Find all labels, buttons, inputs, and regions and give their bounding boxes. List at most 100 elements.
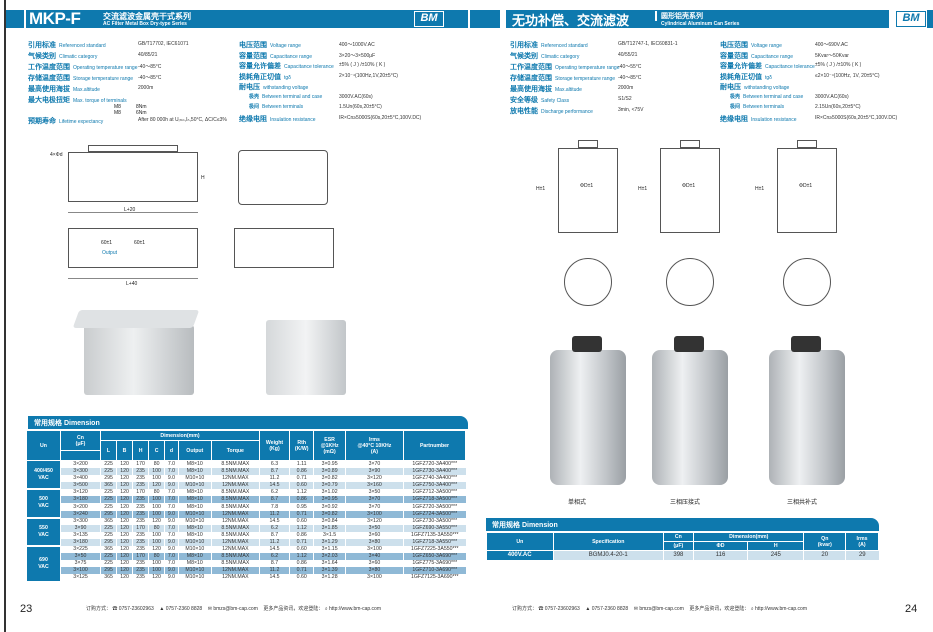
spec-item: 损耗角正切值 tgδ ≤2×10⁻⁴(100Hz, 1V, 20±5°C) (720, 72, 880, 81)
can-top-view (564, 258, 612, 306)
dim-label: H±1 (638, 186, 648, 192)
top-view-drawing (68, 228, 198, 268)
can-drawing (777, 148, 837, 233)
dim-label: H±1 (755, 186, 765, 192)
dim-label: H±1 (536, 186, 546, 192)
series-title-en: AC Filter Metal Box Dry-type Series (103, 21, 187, 27)
spec-item: 最高使用海拔 Max.altitude 2000m (28, 85, 154, 93)
table-row: 3×50 225 120 170 80 7.0 M8×10 8.5NM.MAX 6.2 1.12 3… (27, 553, 466, 561)
table-row: 3×180 295 120 235 100 9.0 M10×10 12NM.MAX 11.2 0.… (27, 538, 466, 547)
table-row: 690 VAC 3×225 365 120 235 120 9.0 M10×10 12NM.MAX… (26, 546, 466, 583)
product-label: 单相式 (568, 500, 587, 506)
can-drawing (660, 148, 720, 233)
spec-item: 绝缘电阻 Insulation resistance IR×Cn≥5000S(60s… (720, 114, 898, 123)
product-photo (84, 325, 194, 395)
output-label: Output (102, 250, 118, 256)
table-row: 3×75 225 120 235 100 7.0 M8×10 8.5NM.MAX 8.7 0.86… (27, 560, 466, 568)
dim-label: 60±1 (134, 240, 146, 246)
spec-item: 容量允许偏差 Capacitance tolerance ±5% ( J ) /±1… (239, 62, 386, 70)
spec-item: 预期寿命 Lifetime expectancy After 80 000h at … (28, 117, 227, 125)
dimension-section-title: 常用规格 Dimension (486, 518, 879, 531)
terminal-drawing (88, 145, 178, 152)
spec-item: 存储温度范围 Storage temperature range -40～85°C (510, 75, 642, 82)
spec-item: 放电性能 Discharge performance 3min, <75V (510, 107, 644, 115)
table-row: 500 VAC 3×120 225 120 170 80 7.0 M8×10 8.5NM.MAX 6… (26, 489, 466, 519)
spec-item: 工作温度范围 Operating temperature range -40～55°… (510, 64, 642, 71)
can-top-view (783, 258, 831, 306)
page-24: 无功补偿、交流滤波 圆形铝壳系列 Cylindrical Aluminum Ca… (470, 0, 933, 632)
product-label: 三相压接式 (670, 500, 701, 506)
footer-contact: 订购方式： ☎ 0757-23602963 ▲ 0757-2360 8828 ✉… (86, 606, 381, 612)
spec-item: 安全等级 Safety Class S1/S2 (510, 96, 632, 104)
spec-item: 存储温度范围 Storage temperature range -40～85°C (28, 75, 162, 82)
spec-item: 容量范围 Capacitance range 3×20～3×500μF (239, 52, 376, 60)
spec-item: 极间 Between terminals 1.5Un(60s,20±5°C) (249, 104, 382, 110)
dim-label: ΦD±1 (799, 183, 813, 189)
page-number: 23 (20, 603, 33, 615)
product-photo-2 (266, 320, 346, 395)
series-title-cn: 无功补偿、交流滤波 (512, 13, 630, 28)
brand-logo: BM (414, 11, 444, 27)
table-row: 3×180 225 120 235 100 7.0 M8×10 8.5NM.MAX 8.7 0.8… (27, 496, 466, 504)
table-row: 3×240 295 120 235 100 9.0 M10×10 12NM.MAX 11.2 0.… (27, 510, 466, 518)
table-row: 400/450 VAC 3×200 225 120 170 80 7.0 M8×10 8.5NM.… (26, 460, 466, 491)
dimension-table: Un Specification Cn Dimension(mm) Qn (kvar) Ir… (486, 532, 879, 560)
product-photo (652, 350, 728, 485)
spec-item: 气候类别 Climatic category 40/55/21 (510, 52, 638, 60)
spec-item: 耐电压 withstanding voltage (720, 84, 790, 91)
website-link[interactable]: http://www.bm-cap.com (755, 606, 807, 612)
series-subtitle-en: Cylindrical Aluminum Can Series (661, 21, 740, 27)
website-link[interactable]: http://www.bm-cap.com (329, 606, 381, 612)
dim-label: ΦD±1 (580, 183, 594, 189)
spec-item: 电压范围 Voltage range 400～690V.AC (720, 42, 848, 49)
product-photo (769, 350, 845, 485)
brand-logo: BM (896, 11, 926, 27)
spec-item: 最大电极扭矩 Max. torque of terminals (28, 97, 127, 104)
spec-item: 容量允许偏差 Capacitance tolerance ±5% ( J ) /±1… (720, 62, 862, 70)
table-row: 3×135 225 120 235 100 7.0 M8×10 8.5NM.MAX 8.7 0.8… (27, 531, 466, 539)
spec-item: 损耗角正切值 tgδ 2×10⁻⁴(100Hz,1V,20±5°C) (239, 72, 398, 81)
dimension-table: Un Cn (μF) Dimension(mm) Weight (Kg) Rth (K/W) E… (26, 430, 466, 583)
spec-item: 耐电压 withstanding voltage (239, 84, 309, 91)
torque-item: M8 8Nm (114, 104, 147, 110)
spec-item: 极壳 Between terminal and case 3000V.AC(60s) (730, 93, 849, 100)
dim-label: 60±1 (101, 240, 113, 246)
dim-label: L+20 (124, 207, 136, 213)
spec-item: 绝缘电阻 Insulation resistance IR×Cn≥5000S(60s… (239, 114, 422, 123)
header-band (6, 10, 468, 28)
spec-item: 引用标准 Referenced standard GB/T12747-1, IEC6… (510, 41, 678, 49)
table-row: 550 VAC 3×300 365 120 235 120 9.0 M10×10 12NM.MAX… (26, 517, 466, 548)
series-subtitle-cn: 圆形铝壳系列 (655, 11, 703, 21)
spec-item: 容量范围 Capacitance range 5Kvar～50Kvar (720, 52, 849, 60)
torque-item: M8 6Nm (114, 110, 147, 116)
header-band (506, 10, 889, 28)
dim-label: L+40 (126, 281, 138, 287)
dim-label: 4×Φd (50, 152, 63, 158)
dimension-section-title: 常用规格 Dimension (28, 416, 468, 429)
series-title-cn: 交流滤波金属壳干式系列 (103, 12, 191, 21)
side-view-drawing (238, 150, 328, 205)
table-row: 3×300 225 120 235 100 7.0 M8×10 8.5NM.MAX 8.7 0.8… (27, 468, 466, 476)
front-view-drawing (68, 152, 198, 202)
page-23: MKP-F 交流滤波金属壳干式系列 AC Filter Metal Box Dr… (4, 0, 468, 632)
spec-item: 气候类别 Climatic category 40/85/21 (28, 52, 158, 60)
spec-item: 工作温度范围 Operating temperature range -40～85°… (28, 64, 162, 71)
series-title: MKP-F (29, 9, 81, 28)
spec-item: 最高使用海拔 Max.altitude 2000m (510, 85, 634, 93)
spec-item: 引用标准 Referenced standard GB/T17702, IEC610… (28, 41, 189, 49)
dim-label: H (201, 175, 205, 181)
table-row: 3×90 225 120 170 80 7.0 M8×10 8.5NM.MAX 6.2 1.12 3… (27, 524, 466, 532)
table-row: 3×400 295 120 235 100 9.0 M10×10 12NM.MAX 11.2 0.… (27, 475, 466, 483)
dim-label: ΦD±1 (682, 183, 696, 189)
table-row: 3×125 365 120 235 120 9.0 M10×10 12NM.MAX 14.5 0.… (27, 574, 466, 582)
can-top-view (666, 258, 714, 306)
spec-item: 极间 Between terminals 2.15Un(60s,20±5°C) (730, 104, 861, 110)
product-label: 三相共补式 (787, 500, 818, 506)
table-row: 3×500 365 120 235 120 9.0 M10×10 12NM.MAX 14.5 0.… (27, 482, 466, 490)
table-row: 3×100 295 120 235 100 9.0 M10×10 12NM.MAX 11.2 0.… (27, 567, 466, 575)
product-photo (550, 350, 626, 485)
table-row: 400V.AC BGMJ0.4-20-1 398 116 245 20 29 (486, 550, 879, 560)
spec-item: 电压范围 Voltage range 400～1000V.AC (239, 42, 375, 49)
footer-contact: 订购方式： ☎ 0757-23602963 ▲ 0757-2360 8828 ✉… (512, 606, 807, 612)
page-number: 24 (905, 603, 918, 615)
